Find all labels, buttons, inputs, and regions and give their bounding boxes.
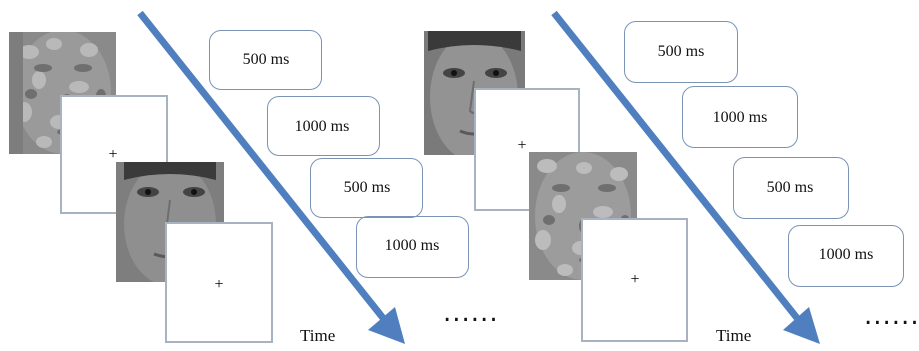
continuation-dots: ...... <box>443 298 499 328</box>
duration-label: 1000 ms <box>712 109 768 126</box>
fixation-frame-2: + <box>581 218 688 342</box>
duration-label: 1000 ms <box>818 246 874 263</box>
duration-label: 500 ms <box>657 43 705 60</box>
fixation-cross: + <box>214 276 224 293</box>
duration-label: 1000 ms <box>384 237 440 254</box>
fixation-frame-2: + <box>165 222 273 343</box>
time-label: Time <box>716 326 752 345</box>
duration-label: 500 ms <box>343 179 391 196</box>
duration-label: 500 ms <box>242 51 290 68</box>
time-label: Time <box>300 326 336 345</box>
duration-label: 1000 ms <box>294 118 350 135</box>
fixation-cross: + <box>517 137 527 154</box>
continuation-dots: ...... <box>864 301 919 331</box>
fixation-cross: + <box>108 146 118 163</box>
fixation-cross: + <box>630 271 640 288</box>
duration-label: 500 ms <box>766 179 814 196</box>
